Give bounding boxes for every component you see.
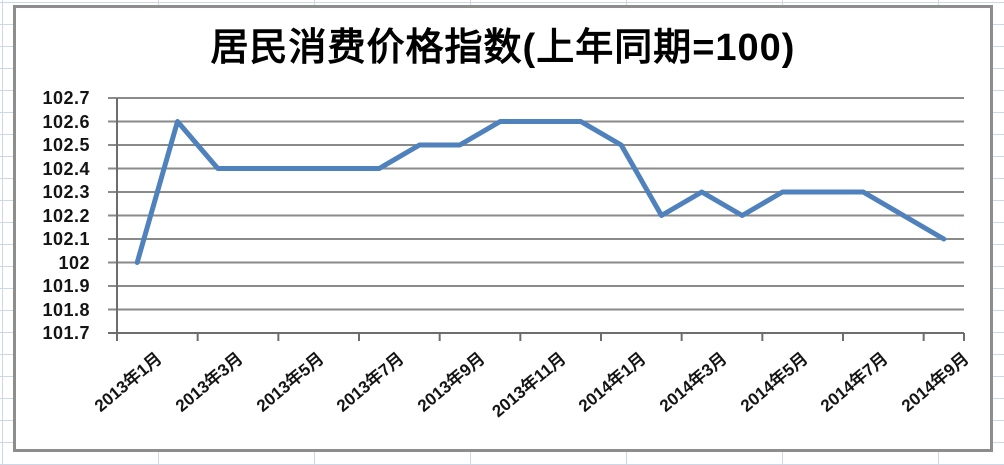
y-axis-tick-label: 102.3 — [42, 182, 90, 202]
chart-title: 居民消费价格指数(上年同期=100) — [210, 27, 796, 69]
y-axis-tick-label: 101.8 — [42, 299, 90, 320]
y-axis-tick-label: 102.7 — [42, 88, 90, 108]
y-axis-tick-label: 101.9 — [42, 276, 90, 296]
y-axis-tick-label: 102.2 — [42, 205, 90, 226]
y-axis-tick-label: 102 — [58, 252, 90, 273]
y-axis-tick-label: 102.4 — [42, 158, 90, 179]
y-axis-tick-label: 102.1 — [42, 229, 90, 249]
y-axis-tick-label: 101.7 — [42, 323, 90, 343]
cpi-line-series — [134, 119, 947, 265]
y-axis-tick-label: 102.6 — [42, 111, 90, 132]
y-axis-tick-label: 102.5 — [42, 135, 90, 155]
chart-frame — [13, 5, 993, 452]
